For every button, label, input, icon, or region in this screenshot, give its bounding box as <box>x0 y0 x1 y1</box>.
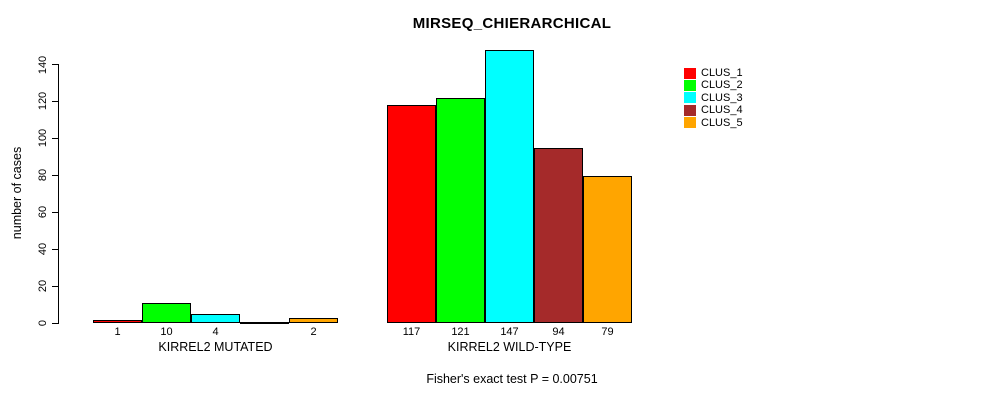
y-axis-tick <box>51 137 58 140</box>
group-label: KIRREL2 MUTATED <box>158 340 273 354</box>
group-label: KIRREL2 WILD-TYPE <box>447 340 572 354</box>
legend-item-clus_1: CLUS_1 <box>684 67 743 79</box>
bar-clus_5 <box>583 175 632 324</box>
legend-item-clus_2: CLUS_2 <box>684 79 743 91</box>
bar-clus_5 <box>289 317 338 324</box>
bar-clus_4 <box>240 321 289 324</box>
y-axis-tick <box>51 322 58 324</box>
bar-value-label: 121 <box>451 326 470 338</box>
legend-item-clus_3: CLUS_3 <box>684 92 743 104</box>
y-axis-tick-label: 80 <box>37 169 49 182</box>
y-axis-tick <box>51 248 58 250</box>
legend-label: CLUS_3 <box>701 91 743 104</box>
legend-label: CLUS_5 <box>701 116 743 129</box>
legend-swatch <box>684 92 696 104</box>
legend-swatch <box>684 117 696 129</box>
y-axis-tick <box>51 211 58 213</box>
bar-clus_2 <box>142 303 191 324</box>
legend-item-clus_5: CLUS_5 <box>684 117 743 129</box>
y-axis-tick <box>51 174 58 176</box>
bar-value-label: 117 <box>402 326 421 338</box>
y-axis-tick-label: 20 <box>37 279 49 293</box>
bar-clus_4 <box>534 147 583 324</box>
bar-value-label: 94 <box>552 326 565 338</box>
bar-clus_3 <box>485 50 534 324</box>
chart-title: MIRSEQ_CHIERARCHICAL <box>412 15 612 32</box>
bar-clus_3 <box>191 314 240 324</box>
y-axis-tick-label: 140 <box>37 55 49 74</box>
y-axis-tick-label: 0 <box>37 319 49 327</box>
fisher-test-footnote: Fisher's exact test P = 0.00751 <box>426 372 598 386</box>
legend: CLUS_1 CLUS_2 CLUS_3 CLUS_4 CLUS_5 <box>684 67 743 129</box>
y-axis-title: number of cases <box>10 146 24 240</box>
bar-value-label: 1 <box>114 326 121 338</box>
legend-label: CLUS_2 <box>701 79 743 92</box>
legend-swatch <box>684 80 696 92</box>
bar-value-label: 79 <box>601 326 614 338</box>
legend-item-clus_4: CLUS_4 <box>684 104 743 116</box>
y-axis-tick-label: 60 <box>37 206 49 219</box>
legend-swatch <box>684 104 696 116</box>
bar-clus_2 <box>436 98 485 324</box>
bar-value-label: 2 <box>310 326 317 338</box>
y-axis-tick-label: 100 <box>37 129 49 148</box>
bar-clus_1 <box>93 319 142 324</box>
y-axis-tick-label: 40 <box>37 243 49 256</box>
y-axis-tick <box>51 64 58 66</box>
bar-value-label: 147 <box>500 326 519 338</box>
bar-value-label: 10 <box>160 326 173 338</box>
bar-value-label: 4 <box>212 326 219 338</box>
y-axis-tick-label: 120 <box>37 92 49 111</box>
legend-swatch <box>684 67 696 79</box>
y-axis-tick <box>51 285 58 287</box>
bar-clus_1 <box>387 105 436 324</box>
legend-label: CLUS_4 <box>701 104 743 117</box>
y-axis-tick <box>51 100 58 103</box>
legend-label: CLUS_1 <box>701 67 743 79</box>
y-axis-line <box>57 64 59 324</box>
